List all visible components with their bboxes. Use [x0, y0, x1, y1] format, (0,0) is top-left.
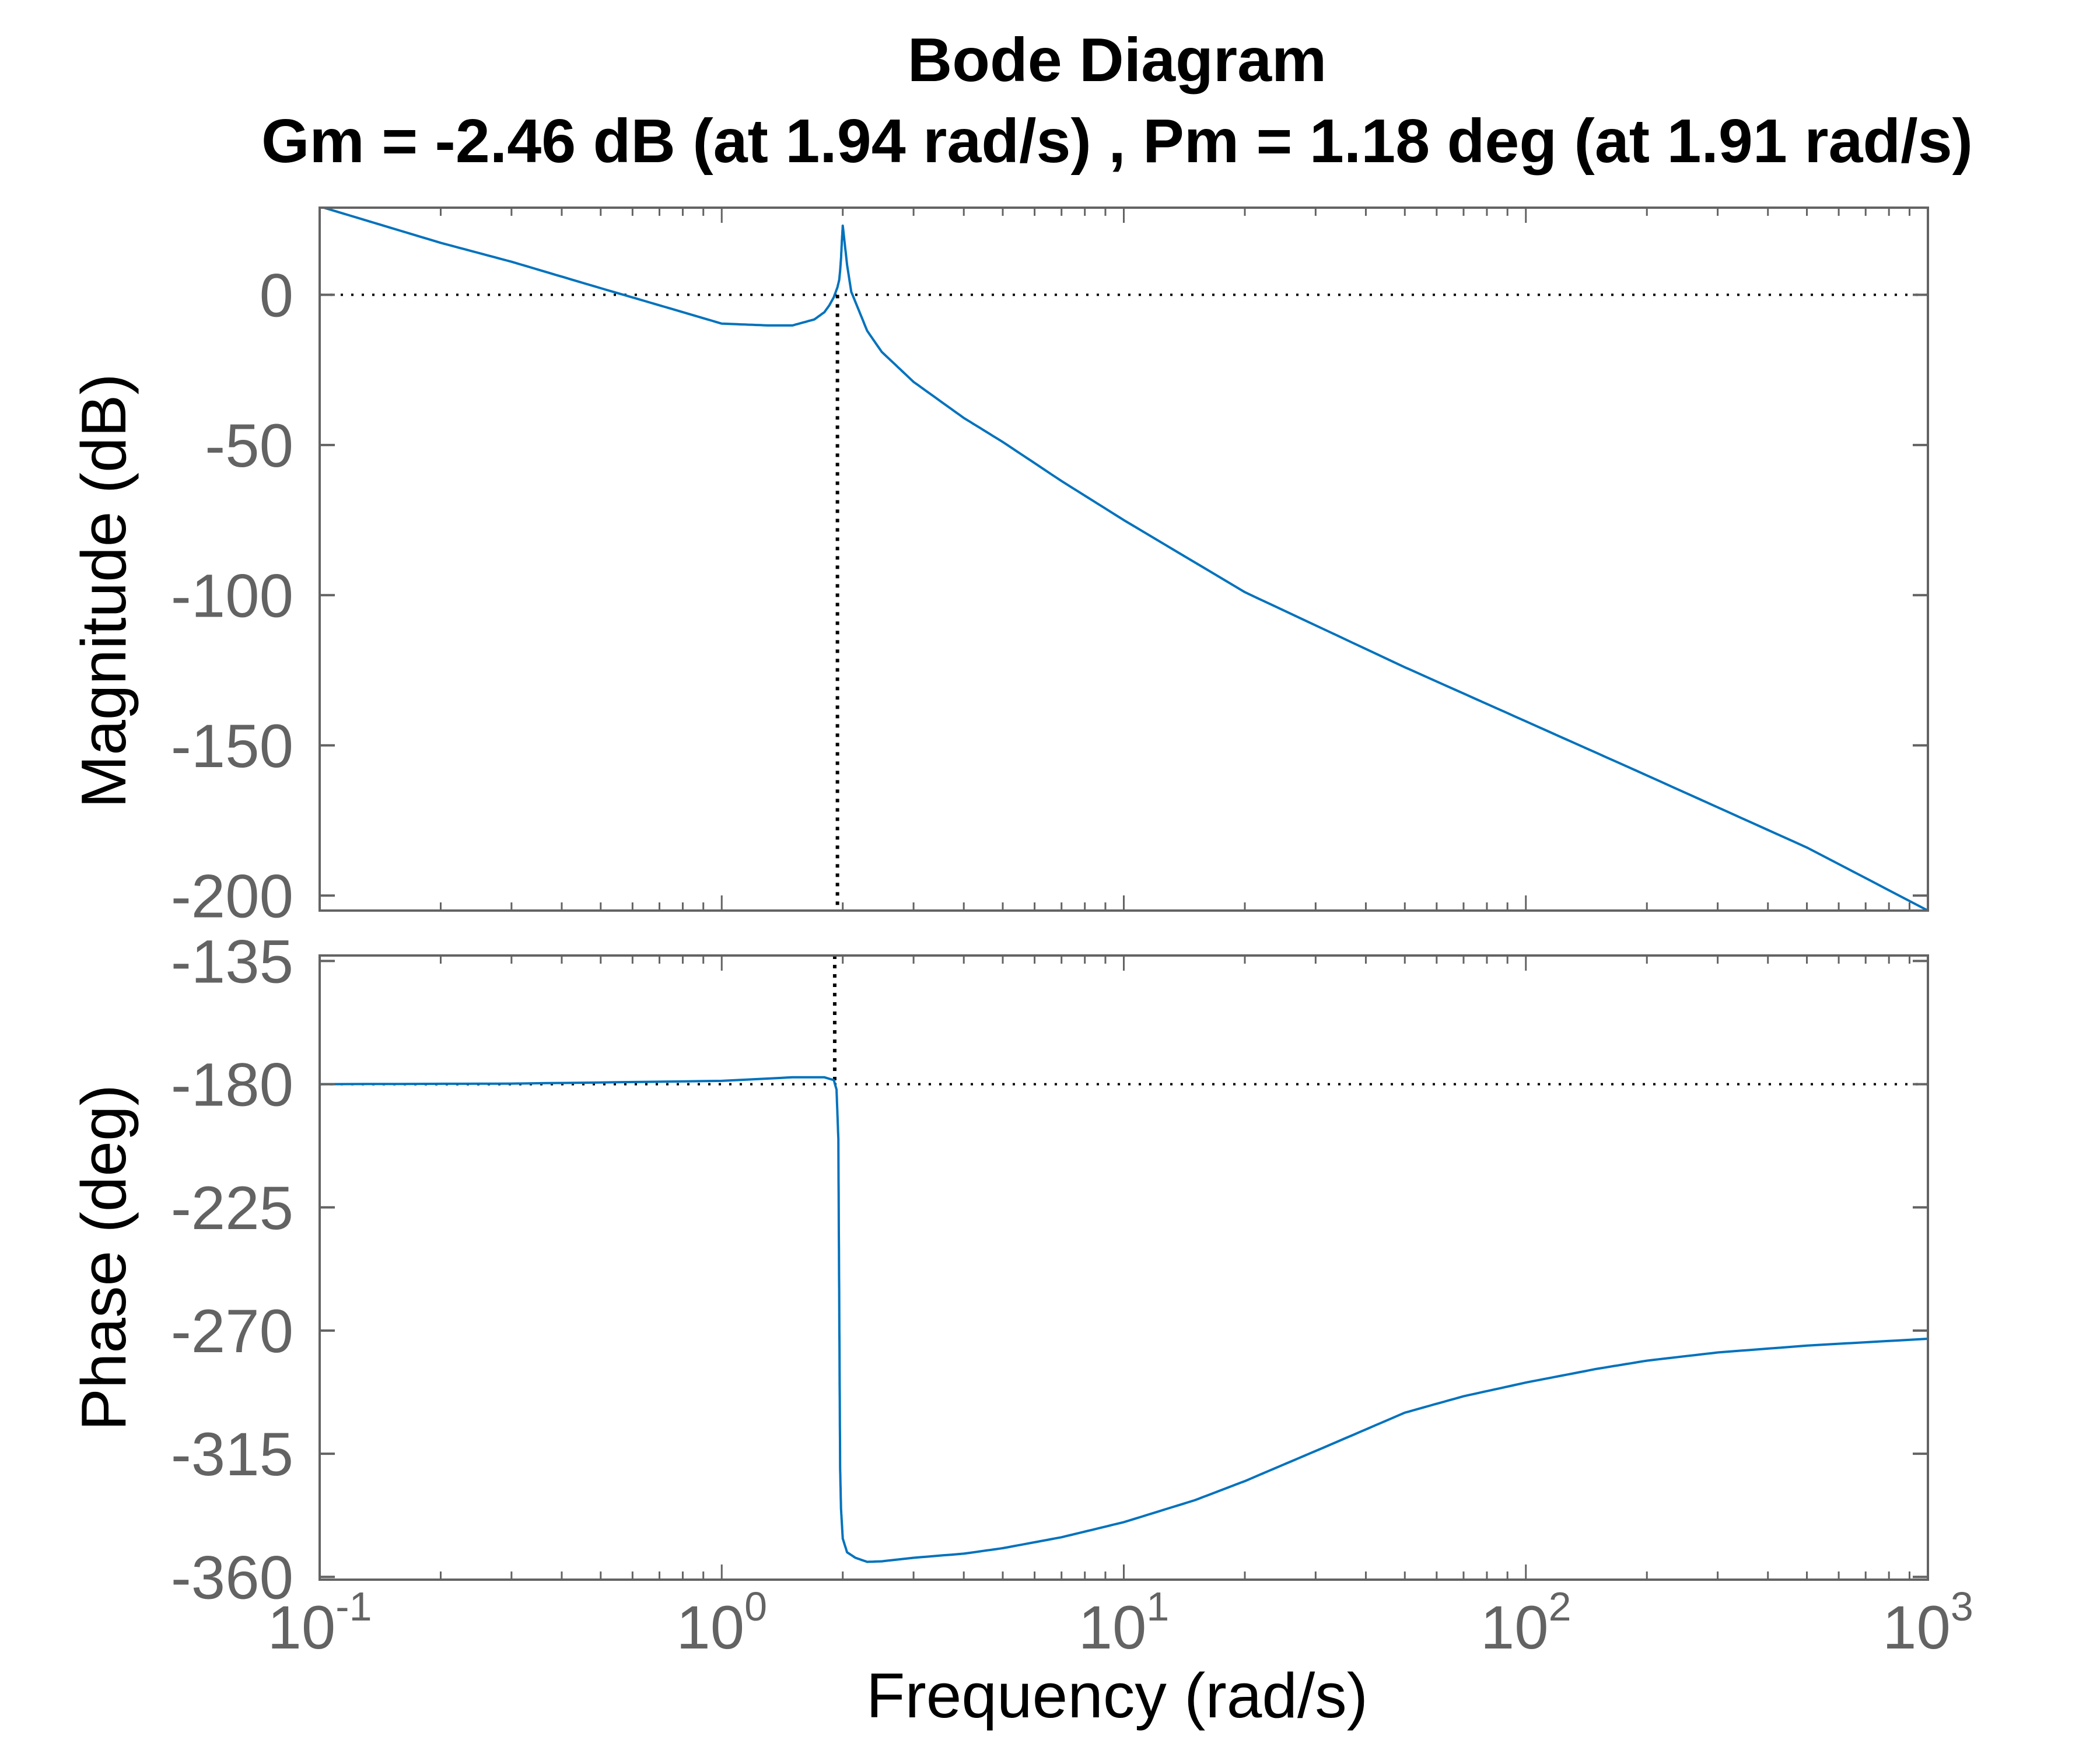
- x-tick-labels: 10-1 100 101 102 103: [267, 1584, 1973, 1662]
- x-tick-label: 100: [676, 1584, 767, 1662]
- chart-title: Bode Diagram: [908, 26, 1327, 94]
- x-tick-label: 10-1: [267, 1584, 372, 1662]
- x-tick-label: 101: [1079, 1584, 1170, 1662]
- phase-y-tick-label: -135: [171, 928, 293, 996]
- magnitude-y-tick-label: -200: [171, 862, 293, 930]
- magnitude-y-tick-label: -50: [205, 412, 293, 480]
- phase-y-tick-label: -225: [171, 1174, 293, 1242]
- magnitude-axes: 0 -50 -100 -150 -200: [171, 206, 1929, 930]
- phase-y-axis-label: Phase (deg): [68, 1084, 139, 1431]
- magnitude-series-line: [320, 208, 1928, 911]
- chart-subtitle: Gm = -2.46 dB (at 1.94 rad/s) , Pm = 1.1…: [261, 107, 1973, 176]
- x-tick-label: 103: [1882, 1584, 1973, 1662]
- magnitude-y-axis-label: Magnitude (dB): [68, 373, 139, 808]
- phase-axes-box: [318, 954, 1929, 1581]
- phase-y-tick-label: -180: [171, 1051, 293, 1119]
- x-axis-label: Frequency (rad/s): [866, 1660, 1368, 1731]
- magnitude-y-tick-label: -100: [171, 562, 293, 630]
- phase-axes: -135 -180 -225 -270 -315 -360: [171, 928, 1929, 1612]
- magnitude-y-tick-label: 0: [260, 261, 293, 330]
- phase-y-tick-label: -360: [171, 1544, 293, 1612]
- magnitude-y-tick-label: -150: [171, 712, 293, 780]
- phase-y-tick-label: -315: [171, 1420, 293, 1489]
- x-tick-label: 102: [1480, 1584, 1572, 1662]
- magnitude-axes-box: [318, 206, 1929, 912]
- phase-series-line: [320, 1076, 1928, 1563]
- phase-y-tick-label: -270: [171, 1297, 293, 1366]
